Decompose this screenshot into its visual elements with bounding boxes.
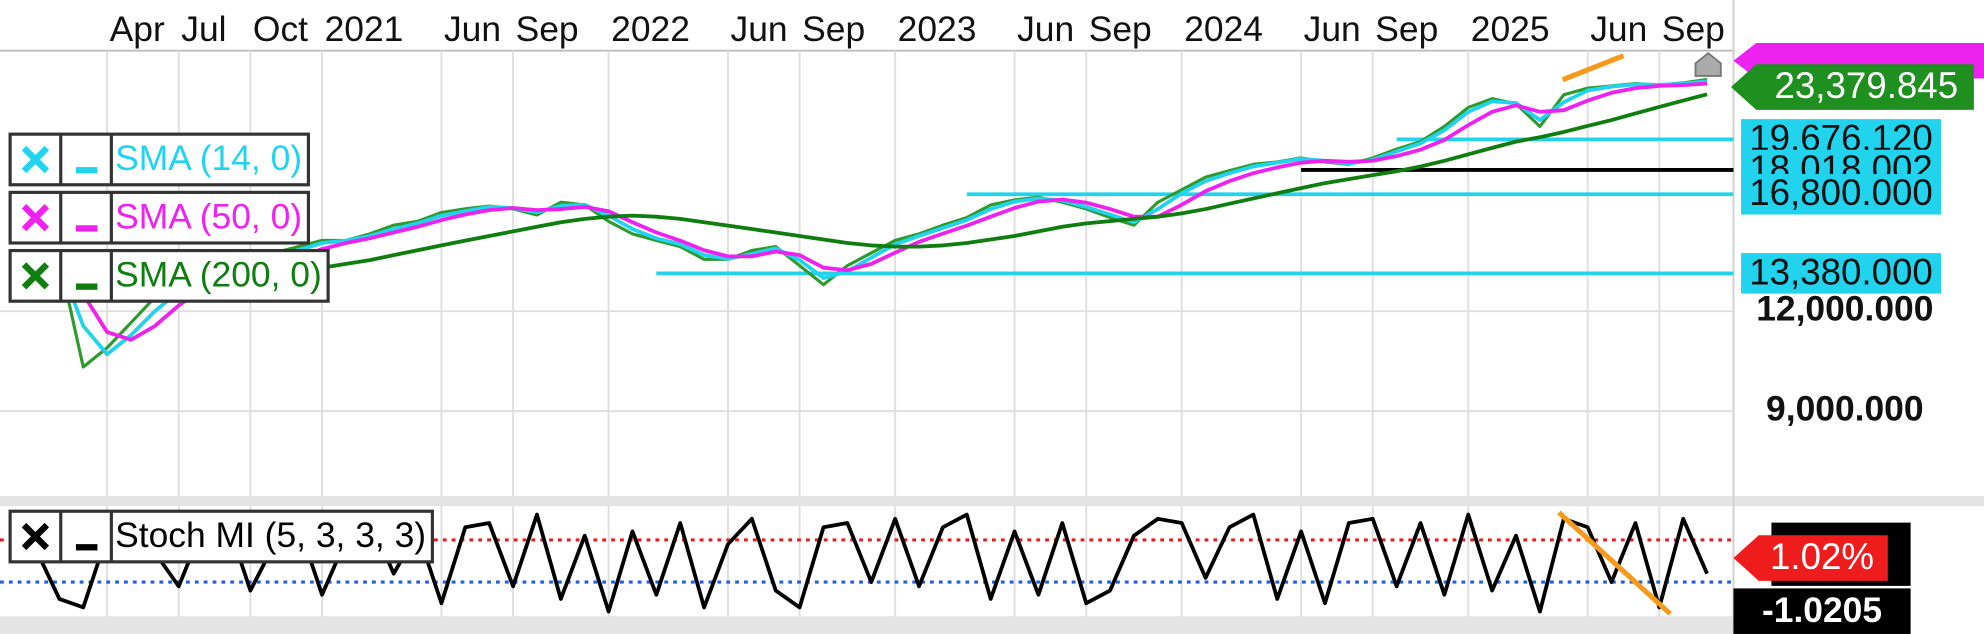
legend-entry[interactable]: SMA (14, 0) xyxy=(8,132,310,187)
x-tick-label: 2023 xyxy=(898,9,977,49)
legend-hide-icon[interactable] xyxy=(75,283,98,290)
series-line xyxy=(33,512,1709,614)
panel-separator xyxy=(0,496,1984,507)
x-tick-label: Sep xyxy=(1662,9,1725,49)
legend-remove-icon[interactable] xyxy=(21,204,50,232)
level-tag xyxy=(1741,174,1941,215)
x-tick-label: Sep xyxy=(1375,9,1438,49)
legend-label: SMA (14, 0) xyxy=(115,138,302,178)
legend-entry[interactable]: SMA (50, 0) xyxy=(8,190,310,245)
legend-remove-icon[interactable] xyxy=(21,262,50,290)
value-box xyxy=(1733,588,1911,634)
legend-box xyxy=(8,248,330,303)
legend-remove-icon[interactable] xyxy=(21,145,50,174)
legend-box xyxy=(8,509,434,564)
x-tick-label: Jun xyxy=(444,9,501,49)
legend-hide-icon[interactable] xyxy=(75,225,98,232)
value-tag-label: 1.02% xyxy=(1770,536,1874,577)
price-tag-label: 23,379.845 xyxy=(1775,65,1959,106)
x-tick-label: Jul xyxy=(181,9,226,49)
x-tick-label: Jun xyxy=(1590,9,1647,49)
y-tick-label: 9,000.000 xyxy=(1766,388,1924,428)
level-label: 16,800.000 xyxy=(1749,172,1933,213)
legend-hide-icon[interactable] xyxy=(75,167,98,174)
legend-hide-icon[interactable] xyxy=(75,544,98,551)
x-tick-label: 2022 xyxy=(611,9,690,49)
series-line xyxy=(35,77,1708,369)
alert-icon[interactable] xyxy=(1694,51,1722,77)
level-label: 13,380.000 xyxy=(1749,251,1933,292)
value-box-label: -1.0205 xyxy=(1762,590,1882,630)
legend-label: SMA (200, 0) xyxy=(115,255,322,295)
x-tick-label: Jun xyxy=(731,9,788,49)
x-tick-label: Sep xyxy=(802,9,865,49)
oscillator-plot xyxy=(0,512,1734,614)
series-line xyxy=(35,79,1708,357)
x-tick-label: Jun xyxy=(1304,9,1361,49)
legend-remove-icon[interactable] xyxy=(21,522,50,551)
x-tick-label: Oct xyxy=(253,9,308,49)
trend-line[interactable] xyxy=(1561,53,1625,83)
legend-label: SMA (50, 0) xyxy=(115,196,302,236)
x-tick-label: Apr xyxy=(110,9,165,49)
x-tick-label: 2021 xyxy=(325,9,404,49)
legend-entry[interactable]: SMA (200, 0) xyxy=(8,248,330,303)
bottom-strip xyxy=(0,616,1734,634)
x-tick-label: 2025 xyxy=(1471,9,1550,49)
price-tag xyxy=(1730,64,1974,110)
legend-entry[interactable]: Stoch MI (5, 3, 3, 3) xyxy=(8,509,434,564)
x-tick-label: Sep xyxy=(1089,9,1152,49)
x-tick-label: Sep xyxy=(516,9,579,49)
trend-line[interactable] xyxy=(1557,510,1672,616)
labels: Apr Jul Oct 2021 Jun Sep 2022 Jun Sep 2023 Jun Sep 2… xyxy=(8,9,1974,634)
x-tick-label: 2024 xyxy=(1184,9,1263,49)
x-tick-label: Jun xyxy=(1017,9,1074,49)
level-tag xyxy=(1741,253,1941,294)
legend-label: Stoch MI (5, 3, 3, 3) xyxy=(115,515,426,555)
value-tag xyxy=(1733,535,1888,581)
y-tick-label: 12,000.000 xyxy=(1756,289,1933,329)
